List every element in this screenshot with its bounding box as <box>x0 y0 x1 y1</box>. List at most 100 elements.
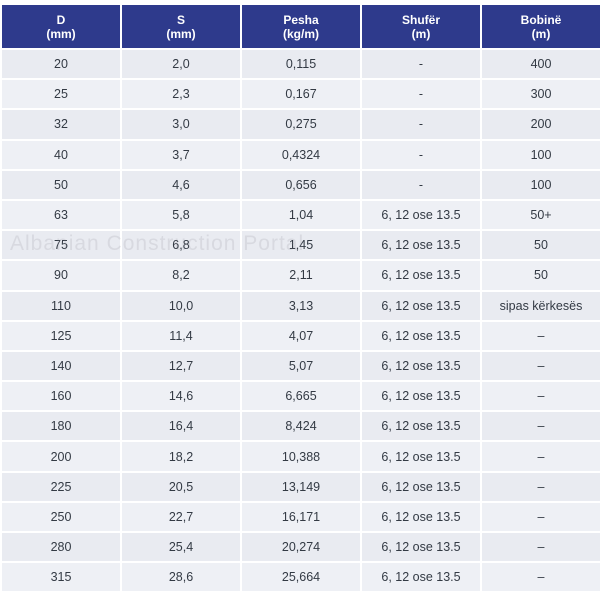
cell-bar-length: 6, 12 ose 13.5 <box>362 321 480 350</box>
cell-weight: 16,171 <box>242 502 360 531</box>
cell-weight: 0,656 <box>242 170 360 199</box>
cell-bar-length: 6, 12 ose 13.5 <box>362 563 480 592</box>
cell-coil-length: – <box>482 563 600 592</box>
header-label: Pesha <box>283 12 319 27</box>
pipe-spec-table-container: D (mm) S (mm) Pesha (kg/m) Shufër (m) Bobinë… <box>0 3 600 593</box>
table-row: 50 4,6 0,656-100 <box>2 170 600 199</box>
cell-thickness: 5,8 <box>122 200 240 230</box>
cell-thickness: 18,2 <box>122 442 240 471</box>
table-row: 63 5,8 1,04 6, 12 ose 13.5 50+ <box>2 200 600 230</box>
cell-thickness: 8,2 <box>122 261 240 290</box>
table-row: 225 20,5 13,149 6, 12 ose 13.5– <box>2 472 600 501</box>
cell-bar-length: 6, 12 ose 13.5 <box>362 502 480 531</box>
cell-coil-length: 400 <box>482 50 600 79</box>
cell-thickness: 3,0 <box>122 110 240 139</box>
cell-diameter: 20 <box>2 50 120 79</box>
table-body: 20 2,0 0,115-400 25 2,3 0,167-300 32 3,0 0,275-2… <box>2 50 600 592</box>
cell-coil-length: – <box>482 412 600 441</box>
header-label: Shufër <box>401 12 440 27</box>
cell-coil-length: 50 <box>482 261 600 290</box>
cell-thickness: 20,5 <box>122 472 240 501</box>
cell-thickness: 14,6 <box>122 382 240 411</box>
cell-thickness: 25,4 <box>122 533 240 562</box>
cell-diameter: 160 <box>2 382 120 411</box>
cell-weight: 0,167 <box>242 80 360 109</box>
cell-weight: 8,424 <box>242 412 360 441</box>
table-row: 25 2,3 0,167-300 <box>2 80 600 109</box>
table-row: 160 14,6 6,665 6, 12 ose 13.5– <box>2 382 600 411</box>
cell-weight: 0,275 <box>242 110 360 139</box>
table-row: 32 3,0 0,275-200 <box>2 110 600 139</box>
pipe-spec-table: D (mm) S (mm) Pesha (kg/m) Shufër (m) Bobinë… <box>0 3 600 593</box>
cell-weight: 1,04 <box>242 200 360 230</box>
header-unit: (m) <box>411 26 431 41</box>
cell-weight: 10,388 <box>242 442 360 471</box>
cell-diameter: 315 <box>2 563 120 592</box>
cell-weight: 2,11 <box>242 261 360 290</box>
cell-weight: 20,274 <box>242 533 360 562</box>
cell-weight: 13,149 <box>242 472 360 501</box>
table-row: 250 22,7 16,171 6, 12 ose 13.5– <box>2 502 600 531</box>
cell-thickness: 22,7 <box>122 502 240 531</box>
cell-coil-length: – <box>482 442 600 471</box>
cell-diameter: 280 <box>2 533 120 562</box>
cell-coil-length: 50+ <box>482 200 600 230</box>
cell-weight: 6,665 <box>242 382 360 411</box>
cell-coil-length: – <box>482 502 600 531</box>
table-row: 200 18,2 10,388 6, 12 ose 13.5– <box>2 442 600 471</box>
cell-coil-length: 200 <box>482 110 600 139</box>
cell-coil-length: 300 <box>482 80 600 109</box>
cell-bar-length: 6, 12 ose 13.5 <box>362 472 480 501</box>
cell-coil-length: – <box>482 321 600 350</box>
cell-thickness: 6,8 <box>122 231 240 260</box>
cell-weight: 1,45 <box>242 231 360 260</box>
cell-thickness: 12,7 <box>122 351 240 381</box>
cell-bar-length: 6, 12 ose 13.5 <box>362 261 480 290</box>
cell-coil-length: – <box>482 472 600 501</box>
cell-thickness: 2,0 <box>122 50 240 79</box>
cell-diameter: 32 <box>2 110 120 139</box>
cell-thickness: 28,6 <box>122 563 240 592</box>
cell-thickness: 16,4 <box>122 412 240 441</box>
table-row: 125 11,4 4,07 6, 12 ose 13.5– <box>2 321 600 350</box>
cell-bar-length: 6, 12 ose 13.5 <box>362 231 480 260</box>
header-bar-length: Shufër (m) <box>362 5 480 48</box>
cell-coil-length: 50 <box>482 231 600 260</box>
cell-diameter: 25 <box>2 80 120 109</box>
table-row: 140 12,7 5,07 6, 12 ose 13.5– <box>2 351 600 381</box>
cell-diameter: 250 <box>2 502 120 531</box>
cell-bar-length: - <box>362 170 480 199</box>
cell-diameter: 180 <box>2 412 120 441</box>
header-unit: (m) <box>531 26 551 41</box>
cell-weight: 3,13 <box>242 291 360 320</box>
cell-weight: 25,664 <box>242 563 360 592</box>
cell-diameter: 40 <box>2 140 120 169</box>
cell-diameter: 200 <box>2 442 120 471</box>
header-unit: (mm) <box>46 26 76 41</box>
header-weight: Pesha (kg/m) <box>242 5 360 48</box>
cell-coil-length: 100 <box>482 170 600 199</box>
cell-weight: 0,4324 <box>242 140 360 169</box>
cell-bar-length: 6, 12 ose 13.5 <box>362 412 480 441</box>
header-label: D <box>56 12 66 27</box>
cell-weight: 5,07 <box>242 351 360 381</box>
cell-bar-length: 6, 12 ose 13.5 <box>362 200 480 230</box>
cell-coil-length: sipas kërkesës <box>482 291 600 320</box>
table-row: 280 25,4 20,274 6, 12 ose 13.5– <box>2 533 600 562</box>
cell-coil-length: – <box>482 533 600 562</box>
cell-bar-length: 6, 12 ose 13.5 <box>362 442 480 471</box>
table-row: 180 16,4 8,424 6, 12 ose 13.5– <box>2 412 600 441</box>
header-thickness: S (mm) <box>122 5 240 48</box>
table-header: D (mm) S (mm) Pesha (kg/m) Shufër (m) Bobinë… <box>2 5 600 48</box>
table-row: 110 10,0 3,13 6, 12 ose 13.5 sipas kërkesës <box>2 291 600 320</box>
cell-bar-length: 6, 12 ose 13.5 <box>362 382 480 411</box>
table-row: 90 8,2 2,11 6, 12 ose 13.5 50 <box>2 261 600 290</box>
cell-diameter: 75 <box>2 231 120 260</box>
table-row: 20 2,0 0,115-400 <box>2 50 600 79</box>
header-coil-length: Bobinë (m) <box>482 5 600 48</box>
cell-bar-length: - <box>362 80 480 109</box>
cell-thickness: 10,0 <box>122 291 240 320</box>
header-label: S <box>176 12 185 27</box>
cell-thickness: 4,6 <box>122 170 240 199</box>
cell-bar-length: 6, 12 ose 13.5 <box>362 291 480 320</box>
